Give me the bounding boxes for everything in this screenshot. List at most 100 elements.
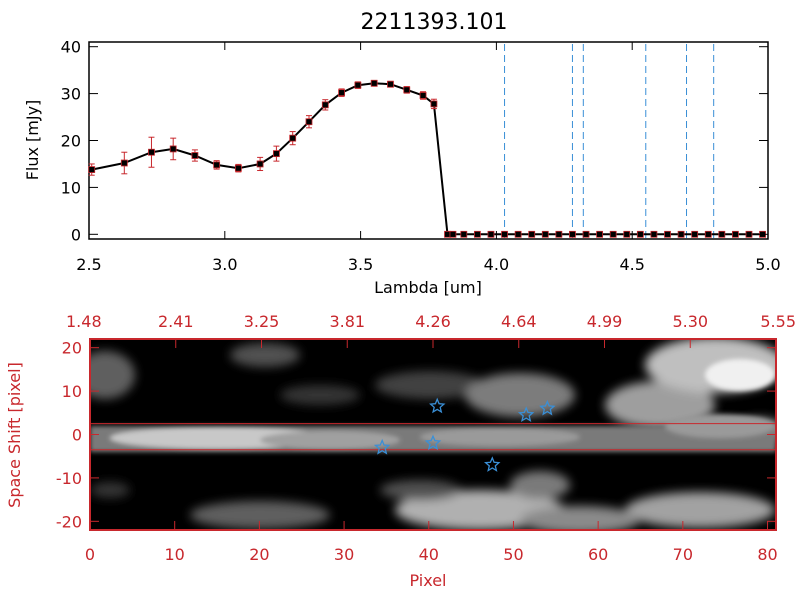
data-point (120, 159, 128, 167)
data-point (148, 148, 155, 156)
pixel-tick-label: 60 (588, 545, 608, 564)
data-point (449, 230, 457, 238)
data-point (745, 230, 753, 238)
pixel-tick-label: 30 (334, 545, 354, 564)
wavelength-tick-label: 4.99 (587, 312, 623, 331)
spectral-image-panel: 0 10 20 30 40 50 60 70 80 -20 -10 0 10 20 1.48 2.41 3.… (5, 312, 796, 590)
x-tick-label: 3.5 (348, 255, 373, 274)
pixel-axis-label: Pixel (409, 571, 446, 590)
data-point (273, 150, 280, 158)
y-tick-label: 0 (71, 225, 81, 244)
data-point (289, 134, 297, 142)
pixel-tick-label: 20 (249, 545, 269, 564)
space-shift-axis-label: Space Shift [pixel] (5, 362, 24, 508)
data-point (169, 145, 177, 153)
data-point (691, 230, 699, 238)
x-axis-ticks: 2.5 3.0 3.5 4.0 4.5 5.0 (76, 42, 781, 274)
pixel-tick-label: 40 (419, 545, 439, 564)
x-tick-label: 4.0 (484, 255, 509, 274)
data-point (234, 164, 242, 172)
data-point (582, 230, 590, 238)
x-tick-label: 2.5 (76, 255, 101, 274)
data-point (370, 79, 378, 87)
x-axis-label: Lambda [um] (374, 278, 482, 297)
data-point (596, 230, 604, 238)
data-point (732, 230, 739, 238)
chart-title: 2211393.101 (361, 10, 508, 35)
y-tick-label: 40 (61, 38, 81, 57)
pixel-tick-label: 0 (85, 545, 95, 564)
spectral-image (90, 339, 776, 530)
data-point (664, 230, 671, 238)
data-point (514, 230, 522, 238)
data-point (387, 80, 394, 88)
data-point (256, 160, 264, 168)
x-tick-label: 3.0 (212, 255, 237, 274)
data-point (473, 230, 481, 238)
data-point (718, 230, 726, 238)
wavelength-tick-label: 3.25 (244, 312, 280, 331)
wavelength-tick-label: 4.26 (415, 312, 451, 331)
data-point (321, 101, 329, 109)
data-point (677, 230, 685, 238)
spectrum-series (88, 79, 766, 238)
wavelength-tick-label: 1.48 (66, 312, 102, 331)
space-shift-axis-ticks: -20 -10 0 10 20 (56, 339, 776, 531)
data-point (569, 230, 576, 238)
y-tick-label: 30 (61, 85, 81, 104)
pixel-tick-label: 10 (165, 545, 185, 564)
data-point (609, 230, 617, 238)
data-point (460, 230, 468, 238)
y-tick-label: 10 (61, 178, 81, 197)
data-point (88, 166, 96, 173)
pixel-tick-label: 70 (673, 545, 693, 564)
data-point (191, 152, 199, 159)
y-tick-label: 20 (61, 132, 81, 151)
data-point (704, 230, 712, 238)
data-point (354, 81, 362, 89)
pixel-tick-label: 50 (503, 545, 523, 564)
data-point (213, 161, 221, 169)
data-point (338, 89, 345, 97)
data-point (419, 92, 427, 99)
wavelength-tick-label: 4.64 (501, 312, 537, 331)
x-tick-label: 5.0 (755, 255, 780, 274)
data-point (541, 230, 549, 238)
star-marker (484, 456, 501, 472)
wavelength-tick-label: 5.55 (760, 312, 796, 331)
data-point (487, 230, 495, 238)
y-axis-label: Flux [mJy] (23, 100, 42, 181)
spectrum-panel: 2211393.101 2.5 3.0 3.5 4.0 4.5 5.0 0 10 20 30 40… (23, 10, 781, 297)
space-shift-tick-label: 0 (72, 426, 82, 445)
space-shift-tick-label: -20 (56, 512, 82, 531)
data-point (555, 230, 563, 238)
data-point (650, 230, 658, 238)
y-axis-ticks: 0 10 20 30 40 (61, 38, 768, 244)
star-marker (373, 438, 391, 455)
pixel-tick-label: 80 (757, 545, 777, 564)
star-marker (424, 434, 442, 451)
space-shift-tick-label: 10 (62, 382, 82, 401)
reference-lines (469, 44, 768, 238)
data-point (403, 86, 411, 94)
space-shift-tick-label: -10 (56, 469, 82, 488)
data-point (430, 100, 438, 108)
wavelength-tick-label: 3.81 (329, 312, 365, 331)
wavelength-tick-label: 5.30 (672, 312, 708, 331)
data-point (623, 230, 631, 238)
data-point (528, 230, 536, 238)
wavelength-top-axis-ticks: 1.48 2.41 3.25 3.81 4.26 4.64 4.99 5.30 5.55 (66, 312, 796, 348)
data-point (501, 230, 508, 238)
pixel-axis-ticks: 0 10 20 30 40 50 60 70 80 (85, 521, 778, 564)
star-marker (539, 399, 556, 416)
star-marker (429, 397, 446, 414)
data-point (636, 230, 644, 238)
x-tick-label: 4.5 (619, 255, 644, 274)
data-point (305, 118, 313, 126)
aperture-lines (90, 423, 776, 451)
wavelength-tick-label: 2.41 (158, 312, 194, 331)
marker-stars (373, 397, 556, 472)
star-marker (517, 406, 535, 422)
spectrum-frame (88, 41, 769, 240)
